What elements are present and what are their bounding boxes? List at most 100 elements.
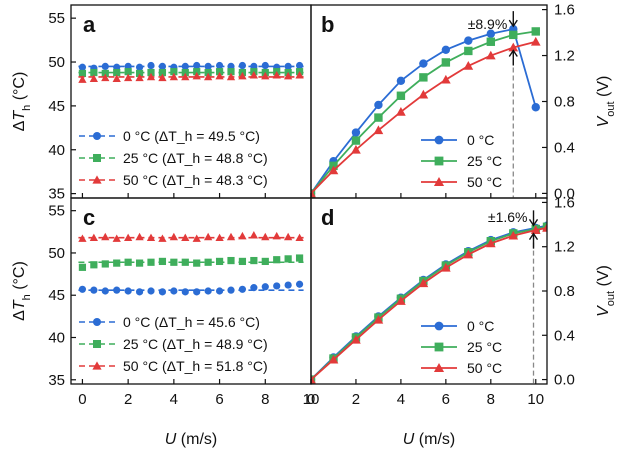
panel-c-point <box>215 287 224 295</box>
panel-b-point <box>311 188 316 198</box>
panel-a-point <box>181 68 189 77</box>
panel-d-legend-label: 0 °C <box>467 318 494 334</box>
panel-b-letter: b <box>321 12 334 37</box>
panel-c-point <box>238 231 247 240</box>
panel-a <box>78 61 304 83</box>
panel-d-xtick-label: 8 <box>487 391 495 408</box>
panel-b-legend-label: 25 °C <box>467 153 502 169</box>
panel-a-point <box>78 69 87 78</box>
panel-d-legend-label: 50 °C <box>467 360 502 376</box>
panel-a-ytick-label: 40 <box>48 142 65 159</box>
panel-a-point <box>284 71 293 80</box>
panel-d-point <box>311 374 316 384</box>
panel-c-point <box>284 232 293 241</box>
panel-a-point <box>147 61 155 70</box>
panel-c-point <box>261 257 269 266</box>
panel-b-point <box>351 144 361 154</box>
panel-a-legend-label: 50 °C (ΔT_h = 48.3 °C) <box>123 172 268 188</box>
panel-a-point <box>78 75 87 83</box>
panel-c-point <box>261 232 270 241</box>
panel-b-point <box>530 36 541 46</box>
panel-b-point <box>485 50 496 60</box>
panel-a-legend-marker <box>93 154 101 162</box>
panel-a-point <box>295 61 304 70</box>
panel-c-ytick-label: 40 <box>48 330 65 347</box>
panel-a-point <box>170 68 178 76</box>
panel-a-point <box>238 71 247 80</box>
panel-d-arrow-up-head <box>528 232 539 241</box>
panel-a-legend-marker <box>92 175 102 184</box>
panel-c-ytick-label: 45 <box>48 287 65 304</box>
panel-c-point <box>226 232 236 241</box>
panel-c-point <box>147 258 155 266</box>
panel-c-point <box>158 288 167 296</box>
panel-c-ytick-label: 50 <box>48 245 65 262</box>
panel-b-arrow-down-head <box>508 19 518 28</box>
panel-c-point <box>249 231 258 239</box>
panel-d-frame <box>310 197 548 385</box>
panel-c-point <box>250 284 258 292</box>
panel-a-point <box>204 72 213 81</box>
panel-c-letter: c <box>83 205 95 230</box>
panel-d-point <box>530 225 541 234</box>
panel-c-point <box>113 286 121 294</box>
panel-c-point <box>215 257 224 266</box>
panel-a-point <box>89 74 98 83</box>
panel-a-point <box>204 68 212 77</box>
panel-b-point <box>419 59 428 68</box>
panel-c-point <box>170 287 178 295</box>
panel-c-point <box>78 285 87 293</box>
panel-b-annotation: ±8.9% <box>468 16 508 32</box>
panel-c-point <box>135 288 144 296</box>
panel-c-point <box>124 287 132 295</box>
panel-d-ytick-label: 1.2 <box>554 239 575 256</box>
panel-b-ytick-label: 1.2 <box>554 48 575 65</box>
panel-d-xtick-label: 4 <box>397 391 405 408</box>
panel-a-point <box>101 62 109 71</box>
panel-a-point <box>261 71 270 80</box>
panel-c-legend-marker <box>92 361 102 370</box>
panel-a-point <box>261 61 269 70</box>
panel-d-point <box>485 238 496 248</box>
panel-c-point <box>261 283 269 291</box>
panel-a-point <box>238 61 247 70</box>
panel-a-point <box>158 73 167 82</box>
panel-d-xtick-label: 0 <box>307 391 315 408</box>
panel-b-point <box>396 76 406 86</box>
panel-d-point <box>373 314 384 324</box>
panel-b-point <box>441 74 451 84</box>
panel-b-point <box>463 61 474 70</box>
panel-c-xtick-label: 4 <box>170 391 178 408</box>
panel-b-point <box>328 165 339 175</box>
panel-a-legend-label: 0 °C (ΔT_h = 49.5 °C) <box>123 128 260 144</box>
panel-d-point <box>542 222 547 231</box>
panel-b-legend-marker <box>434 156 444 166</box>
panel-c-point <box>113 259 121 267</box>
panel-a-point <box>226 72 236 81</box>
panel-c-point <box>124 258 132 266</box>
panel-a-point <box>147 68 155 77</box>
panel-c-point <box>112 234 121 242</box>
panel-a-point <box>90 68 98 77</box>
panel-a-point <box>192 71 201 80</box>
panel-a-point <box>78 63 87 71</box>
panel-b <box>311 24 541 198</box>
panel-b-ytick-label: 1.6 <box>554 2 575 19</box>
panel-c-point <box>147 287 155 295</box>
panel-a-point <box>284 62 292 71</box>
panel-d-point <box>351 334 361 344</box>
panel-c-point <box>295 233 304 242</box>
panel-c-point <box>250 256 258 265</box>
panel-b-point <box>351 136 361 145</box>
panel-c-point <box>193 259 201 267</box>
panel-a-legend-label: 25 °C (ΔT_h = 48.8 °C) <box>123 150 268 166</box>
panel-d-arrow-down-head <box>528 218 539 227</box>
panel-a-point <box>181 72 190 81</box>
panel-c-point <box>272 231 281 240</box>
panel-c-xtick-label: 2 <box>124 391 132 408</box>
panel-a-letter: a <box>83 12 96 37</box>
panel-b-ytick-label: 0.4 <box>554 139 575 156</box>
panel-c-point <box>135 232 144 241</box>
panel-a-point <box>112 74 121 83</box>
panel-a-point <box>181 62 189 71</box>
